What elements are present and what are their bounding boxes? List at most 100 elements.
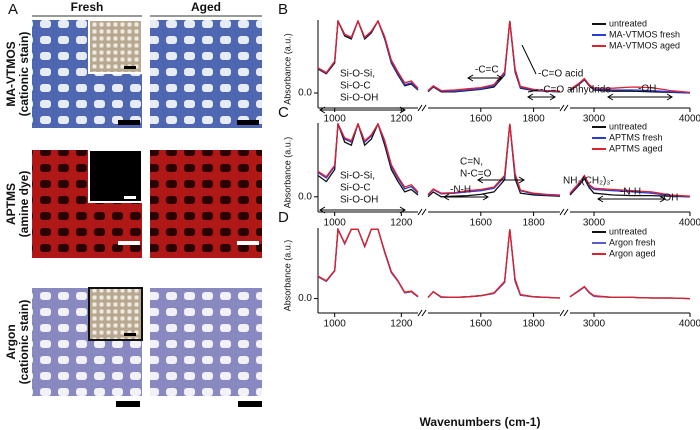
annotation: N-C=O: [460, 169, 492, 180]
axis-break: [417, 309, 427, 317]
x-tick-label: 4000: [679, 218, 700, 229]
chart: C Absorbance (a.u.) 0.0 1000 1200 1600 1800 300…: [278, 104, 700, 229]
axis-break: [417, 104, 427, 112]
annotation: -C=O anhydride: [540, 85, 611, 96]
x-tick-label: 1200: [390, 114, 413, 125]
annotation-arrow: [443, 193, 489, 201]
annotation: -N-H: [450, 185, 471, 196]
scale-bar: [118, 241, 140, 245]
x-tick-label: 1000: [324, 319, 347, 330]
scale-bar: [237, 241, 259, 245]
scale-bar: [116, 401, 140, 407]
annotation: NH₂(CH₂)₃-: [563, 176, 614, 187]
scale-bar: [237, 120, 259, 125]
x-tick-label: 1800: [522, 319, 545, 330]
x-tick-label: 1800: [522, 218, 545, 229]
axis-break: [417, 208, 427, 216]
annotation: -C=C: [475, 65, 499, 76]
photo: [150, 20, 262, 128]
y-axis-label: Absorbance (a.u.): [282, 137, 292, 209]
panel-label: A: [8, 1, 18, 18]
annotation-arrow: [597, 195, 666, 203]
panel-label: B: [278, 1, 288, 18]
annotation: -OH: [660, 193, 678, 204]
x-axis-label: Wavenumbers (cm-1): [420, 415, 541, 429]
photo: [150, 288, 262, 396]
annotation-leader: [527, 89, 539, 93]
legend-label: MA-VTMOS aged: [609, 40, 680, 50]
x-tick-label: 1200: [390, 218, 413, 229]
annotation-arrow: [319, 106, 406, 114]
annotation-arrow: [319, 206, 406, 214]
scale-bar: [124, 196, 136, 199]
panel-label: D: [278, 209, 289, 226]
annotation: Si-O-OH: [340, 195, 378, 206]
row-note: (cationic stain): [17, 300, 31, 385]
annotation-arrow: [527, 93, 556, 101]
annotation-arrow: [607, 93, 673, 101]
y-tick-label: 0.0: [298, 191, 312, 202]
annotation: Si-O-OH: [340, 93, 378, 104]
x-tick-label: 1200: [390, 319, 413, 330]
axis-break: [559, 208, 569, 216]
inset: [88, 149, 143, 203]
inset: [88, 19, 143, 74]
axis-break: [559, 104, 569, 112]
annotation: Si-O-C: [340, 183, 371, 194]
scale-bar: [124, 333, 136, 336]
row-note: (amine dye): [17, 171, 31, 238]
x-tick-label: 4000: [679, 319, 700, 330]
annotation: Si-O-Si,: [340, 171, 375, 182]
row-note: (cationic stain): [17, 32, 31, 117]
scale-bar: [118, 120, 140, 125]
inset: [88, 287, 143, 341]
chart: D Absorbance (a.u.) 0.0 1000 1200 1600 1800 300…: [278, 209, 700, 429]
annotation: -N-H: [620, 187, 641, 198]
x-tick-label: 3000: [583, 114, 606, 125]
x-tick-label: 1600: [470, 319, 493, 330]
annotation-arrow: [477, 176, 525, 184]
legend-label: untreated: [609, 226, 647, 236]
annotation: Si-O-Si,: [340, 69, 375, 80]
x-tick-label: 1600: [470, 218, 493, 229]
legend-label: APTMS fresh: [609, 132, 663, 142]
column-header: Aged: [191, 0, 221, 14]
x-tick-label: 1000: [324, 114, 347, 125]
legend-label: Argon fresh: [609, 237, 656, 247]
x-tick-label: 3000: [583, 218, 606, 229]
legend-label: untreated: [609, 121, 647, 131]
legend-label: Argon aged: [609, 248, 656, 258]
y-axis-label: Absorbance (a.u.): [282, 33, 292, 105]
photo: [150, 150, 262, 258]
panel-a: Fresh Aged: [32, 0, 262, 407]
row-label: Argon: [4, 324, 18, 359]
spectrum-line: [318, 123, 691, 197]
chart: B Absorbance (a.u.) 0.0 1000 1200 1600 1800 300…: [278, 1, 700, 125]
annotation-leader: [521, 44, 537, 75]
y-tick-label: 0.0: [298, 88, 312, 99]
panel-label: C: [278, 104, 289, 121]
x-tick-label: 1800: [522, 114, 545, 125]
x-tick-label: 1600: [470, 114, 493, 125]
legend-label: untreated: [609, 18, 647, 28]
scale-bar: [124, 66, 136, 69]
legend-label: MA-VTMOS fresh: [609, 29, 680, 39]
x-tick-label: 1000: [324, 218, 347, 229]
y-axis-label: Absorbance (a.u.): [282, 240, 292, 312]
annotation: -OH: [638, 84, 656, 95]
x-tick-label: 4000: [679, 114, 700, 125]
annotation: Si-O-C: [340, 81, 371, 92]
y-tick-label: 0.0: [298, 293, 312, 304]
annotation-arrow: [467, 74, 503, 82]
spectrum-line: [318, 228, 691, 300]
row-label: MA-VTMOS: [4, 41, 18, 106]
annotation: -C=O acid: [538, 69, 583, 80]
legend-label: APTMS aged: [609, 143, 663, 153]
row-label: APTMS: [4, 183, 18, 225]
column-header: Fresh: [71, 0, 104, 14]
x-tick-label: 3000: [583, 319, 606, 330]
annotation: C=N,: [460, 157, 483, 168]
scale-bar: [238, 401, 262, 407]
axis-break: [559, 309, 569, 317]
